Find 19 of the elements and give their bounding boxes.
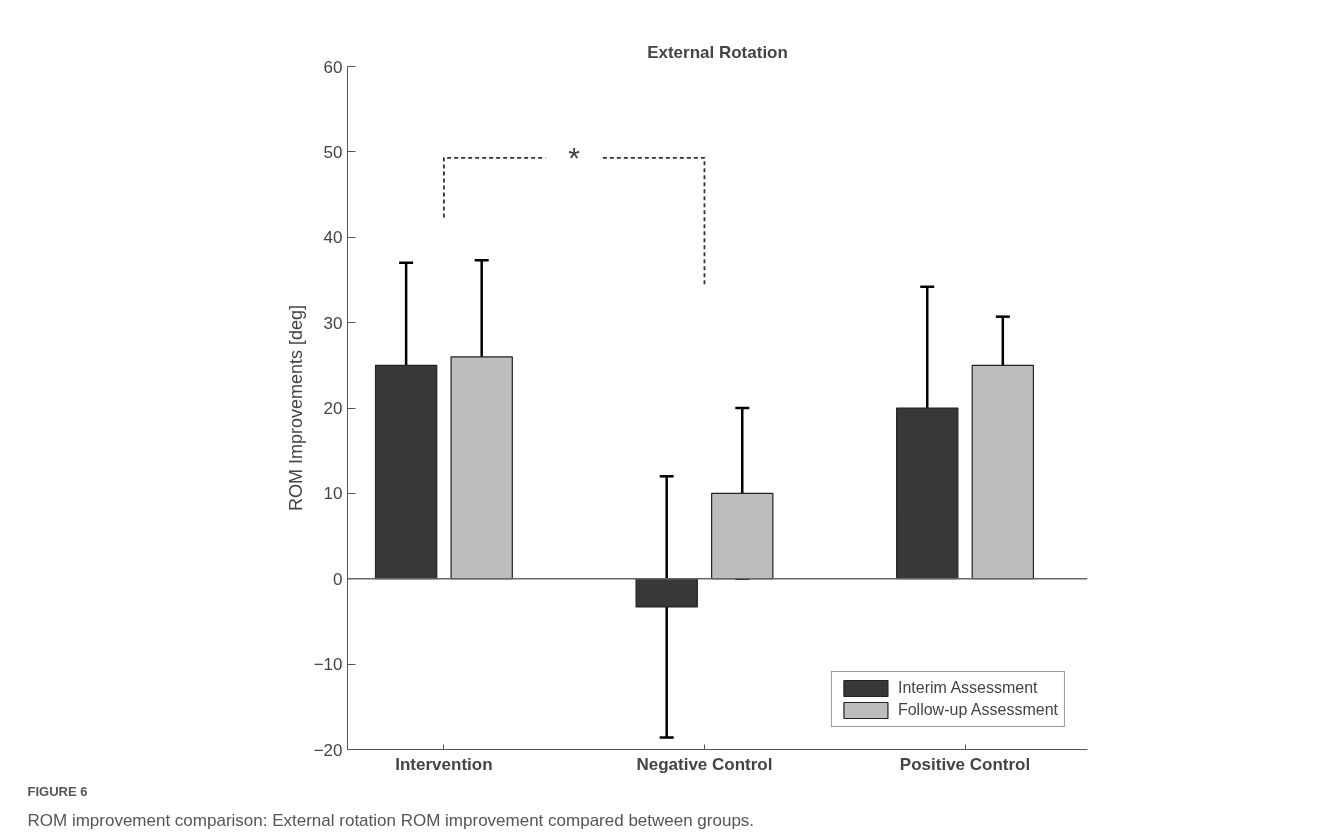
y-tick-label: −10 — [313, 655, 343, 675]
y-tick-label: 40 — [323, 228, 343, 248]
y-axis-title: ROM Improvements [deg] — [285, 304, 306, 512]
x-tick-label: Negative Control — [636, 754, 773, 774]
x-tick-label: Intervention — [395, 754, 493, 774]
x-tick-label: Positive Control — [899, 754, 1031, 774]
text: ROM improvement comparison: External rotation ROM improvement compared between groups. — [27, 810, 755, 830]
y-tick-label: −20 — [313, 740, 343, 760]
y-tick-label: 30 — [323, 313, 343, 333]
y-tick-label: 60 — [323, 57, 343, 77]
annotation: * — [568, 141, 581, 175]
y-tick-label: 50 — [323, 142, 343, 162]
chart-title: External Rotation — [647, 42, 788, 62]
legend-label: Follow-up Assessment — [897, 701, 1058, 719]
legend-label: Interim Assessment — [897, 679, 1038, 697]
caption: FIGURE 6 — [27, 783, 88, 799]
y-tick-label: 10 — [323, 484, 343, 504]
y-tick-label: 0 — [333, 569, 343, 589]
y-tick-label: 20 — [323, 399, 343, 418]
